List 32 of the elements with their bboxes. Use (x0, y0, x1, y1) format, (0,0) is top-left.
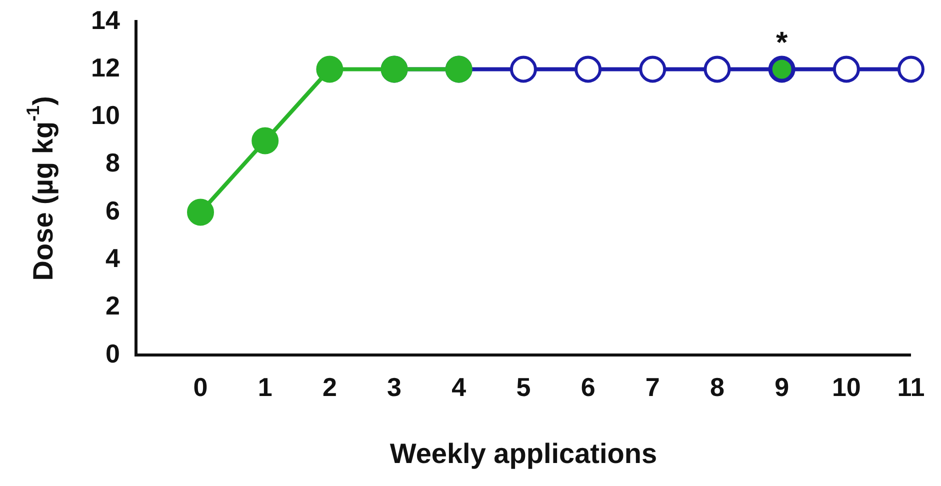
point (898, 56, 924, 83)
x-tick-label: 1 (258, 372, 272, 402)
x-tick-label: 9 (774, 372, 790, 402)
point (704, 56, 731, 83)
point (639, 56, 666, 83)
y-axis-title: Dose (µg kg-1) (22, 96, 59, 281)
point (510, 56, 537, 83)
point (187, 198, 214, 226)
annotation: * (776, 26, 788, 60)
x-tick-label: 3 (387, 372, 402, 402)
point (832, 56, 860, 83)
x-tick-label: 10 (832, 372, 861, 402)
x-tick-label: 8 (710, 372, 724, 402)
point (316, 56, 344, 83)
x-tick-label: 7 (645, 372, 660, 402)
x-tick-label: 5 (516, 372, 531, 402)
y-tick-label: 0 (105, 338, 120, 368)
x-tick-label: 6 (580, 372, 596, 402)
y-tick-label: 12 (91, 52, 120, 82)
y-tick-label: 6 (105, 195, 120, 226)
x-tick-label: 11 (897, 372, 925, 402)
x-tick-label: 4 (452, 372, 467, 402)
y-tick-label: 8 (105, 148, 120, 178)
x-tick-label: 0 (193, 372, 208, 402)
point (574, 56, 602, 83)
y-tick-label: 10 (91, 100, 120, 130)
x-axis-title: Weekly applications (390, 438, 658, 469)
y-tick-label: 4 (105, 243, 120, 274)
x-tick-label: 2 (322, 372, 337, 402)
point (252, 127, 279, 154)
y-tick-label: 2 (105, 290, 120, 321)
y-tick-label: 14 (91, 4, 120, 35)
